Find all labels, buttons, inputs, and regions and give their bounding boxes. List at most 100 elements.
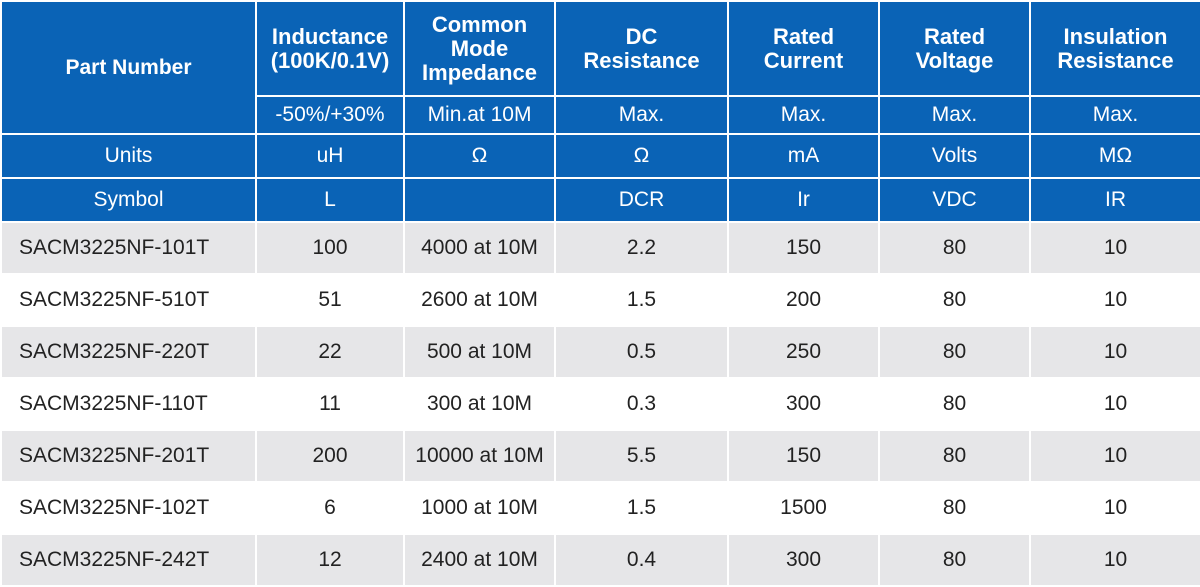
impedance-cell: 10000 at 10M — [403, 429, 556, 483]
dcr-cell: 2.2 — [554, 221, 729, 275]
current-cell: 300 — [727, 377, 880, 431]
header-dcr-line-2: Resistance — [583, 47, 700, 73]
current-cell: 150 — [727, 429, 880, 483]
header-ir-line-1: Insulation — [1063, 23, 1168, 49]
table-row: SACM3225NF-220T 22 500 at 10M 0.5 250 80 10 — [0, 325, 1200, 379]
header-inductance-line-2: (100K/0.1V) — [270, 47, 390, 73]
header-inductance: Inductance (100K/0.1V) — [255, 0, 405, 97]
dcr-cell: 0.5 — [554, 325, 729, 379]
table-row: SACM3225NF-102T 6 1000 at 10M 1.5 1500 80 10 — [0, 481, 1200, 535]
header-cmi-line-1: Common — [431, 11, 528, 37]
part-number-cell: SACM3225NF-510T — [0, 273, 257, 327]
symbol-cell: L — [255, 177, 405, 223]
insulation-cell: 10 — [1029, 273, 1200, 327]
inductance-cell: 12 — [255, 533, 405, 587]
insulation-cell: 10 — [1029, 533, 1200, 587]
part-number-cell: SACM3225NF-110T — [0, 377, 257, 431]
inductance-cell: 6 — [255, 481, 405, 535]
dcr-cell: 0.4 — [554, 533, 729, 587]
table-body: SACM3225NF-101T 100 4000 at 10M 2.2 150 80 10 S… — [0, 221, 1200, 587]
part-number-cell: SACM3225NF-101T — [0, 221, 257, 275]
header-cmi-line-2: Mode — [450, 35, 509, 61]
impedance-cell: 2600 at 10M — [403, 273, 556, 327]
insulation-cell: 10 — [1029, 429, 1200, 483]
dcr-cell: 1.5 — [554, 481, 729, 535]
current-cell: 1500 — [727, 481, 880, 535]
header-rated-voltage: Rated Voltage — [878, 0, 1031, 97]
inductance-cell: 200 — [255, 429, 405, 483]
unit-cell: Ω — [403, 133, 556, 179]
header-cmi-line-3: Impedance — [422, 59, 537, 85]
inductance-cell: 51 — [255, 273, 405, 327]
insulation-cell: 10 — [1029, 481, 1200, 535]
table-row: SACM3225NF-201T 200 10000 at 10M 5.5 150 80 10 — [0, 429, 1200, 483]
condition-cell: Max. — [554, 95, 729, 135]
current-cell: 250 — [727, 325, 880, 379]
voltage-cell: 80 — [878, 273, 1031, 327]
dcr-cell: 1.5 — [554, 273, 729, 327]
voltage-cell: 80 — [878, 481, 1031, 535]
header-insulation-resistance: Insulation Resistance — [1029, 0, 1200, 97]
impedance-cell: 500 at 10M — [403, 325, 556, 379]
symbol-row: Symbol L DCR Ir VDC IR — [0, 177, 1200, 223]
impedance-cell: 2400 at 10M — [403, 533, 556, 587]
unit-cell: mA — [727, 133, 880, 179]
condition-cell: Max. — [727, 95, 880, 135]
impedance-cell: 4000 at 10M — [403, 221, 556, 275]
symbol-cell: Ir — [727, 177, 880, 223]
symbol-cell — [403, 177, 556, 223]
header-rv-line-1: Rated — [923, 23, 986, 49]
header-inductance-line-1: Inductance — [271, 23, 389, 49]
condition-cell: Max. — [878, 95, 1031, 135]
unit-cell: uH — [255, 133, 405, 179]
unit-cell: Volts — [878, 133, 1031, 179]
table-row: SACM3225NF-242T 12 2400 at 10M 0.4 300 80 10 — [0, 533, 1200, 587]
symbol-cell: VDC — [878, 177, 1031, 223]
header-common-mode-impedance: Common Mode Impedance — [403, 0, 556, 97]
header-rc-line-2: Current — [763, 47, 844, 73]
part-number-cell: SACM3225NF-201T — [0, 429, 257, 483]
unit-cell: Ω — [554, 133, 729, 179]
part-number-cell: SACM3225NF-242T — [0, 533, 257, 587]
unit-cell: MΩ — [1029, 133, 1200, 179]
insulation-cell: 10 — [1029, 377, 1200, 431]
current-cell: 150 — [727, 221, 880, 275]
header-rv-line-2: Voltage — [915, 47, 994, 73]
units-row: Units uH Ω Ω mA Volts MΩ — [0, 133, 1200, 179]
condition-cell: -50%/+30% — [255, 95, 405, 135]
header-dcr-line-1: DC — [625, 23, 658, 49]
voltage-cell: 80 — [878, 377, 1031, 431]
insulation-cell: 10 — [1029, 325, 1200, 379]
header-ir-line-2: Resistance — [1057, 47, 1174, 73]
dcr-cell: 0.3 — [554, 377, 729, 431]
current-cell: 200 — [727, 273, 880, 327]
symbol-cell: DCR — [554, 177, 729, 223]
part-number-cell: SACM3225NF-220T — [0, 325, 257, 379]
table-row: SACM3225NF-101T 100 4000 at 10M 2.2 150 80 10 — [0, 221, 1200, 275]
condition-cell: Max. — [1029, 95, 1200, 135]
voltage-cell: 80 — [878, 533, 1031, 587]
header-row: Part Number Inductance (100K/0.1V) Commo… — [0, 0, 1200, 135]
impedance-cell: 1000 at 10M — [403, 481, 556, 535]
header-dc-resistance: DC Resistance — [554, 0, 729, 97]
insulation-cell: 10 — [1029, 221, 1200, 275]
symbol-label: Symbol — [0, 177, 257, 223]
condition-cell: Min.at 10M — [403, 95, 556, 135]
table-row: SACM3225NF-510T 51 2600 at 10M 1.5 200 80 10 — [0, 273, 1200, 327]
header-rated-current: Rated Current — [727, 0, 880, 97]
voltage-cell: 80 — [878, 221, 1031, 275]
header-part-number: Part Number — [0, 0, 257, 135]
impedance-cell: 300 at 10M — [403, 377, 556, 431]
header-rc-line-1: Rated — [772, 23, 835, 49]
part-number-cell: SACM3225NF-102T — [0, 481, 257, 535]
voltage-cell: 80 — [878, 429, 1031, 483]
inductance-cell: 11 — [255, 377, 405, 431]
table-row: SACM3225NF-110T 11 300 at 10M 0.3 300 80 10 — [0, 377, 1200, 431]
dcr-cell: 5.5 — [554, 429, 729, 483]
symbol-cell: IR — [1029, 177, 1200, 223]
inductance-cell: 100 — [255, 221, 405, 275]
conditions-row: -50%/+30% Min.at 10M Max. Max. Max. Max. — [1, 95, 1200, 135]
inductance-cell: 22 — [255, 325, 405, 379]
units-label: Units — [0, 133, 257, 179]
